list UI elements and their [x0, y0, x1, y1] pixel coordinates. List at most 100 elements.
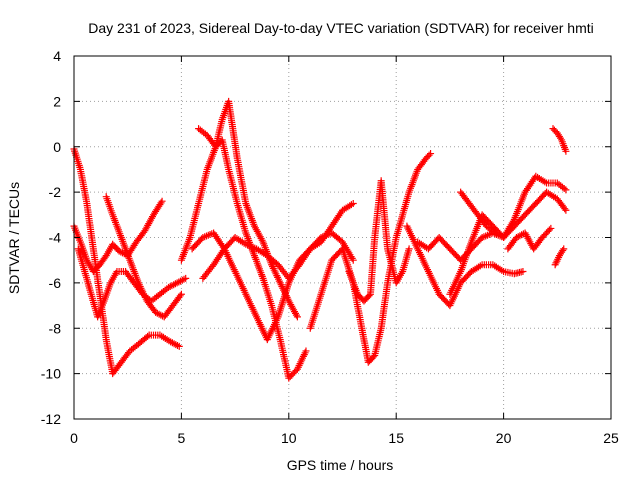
- x-tick-label: 15: [388, 430, 404, 446]
- marker-trail: [219, 138, 232, 171]
- marker-trail: [170, 292, 184, 308]
- marker-trail: [275, 281, 292, 319]
- data-point: [519, 268, 527, 276]
- series-track-9: [306, 150, 435, 366]
- marker-trail: [128, 342, 141, 354]
- data-points: [70, 97, 570, 382]
- tick-labels: 0 5 10 15 20 25 -12 -10 -8 -6 -4 -2 0 2 4: [41, 48, 619, 446]
- marker-trail: [195, 168, 211, 205]
- marker-trail: [531, 235, 545, 251]
- marker-trail: [77, 240, 90, 262]
- data-point: [210, 261, 218, 269]
- marker-trail: [458, 190, 472, 206]
- marker-trail: [340, 201, 355, 213]
- marker-trail: [406, 167, 421, 194]
- marker-trail: [393, 213, 406, 239]
- marker-trail: [115, 268, 127, 275]
- data-point: [562, 186, 570, 194]
- x-tick-label: 5: [178, 430, 186, 446]
- series-track-14: [457, 188, 499, 237]
- marker-trail: [211, 247, 227, 267]
- marker-trail: [158, 285, 171, 297]
- marker-trail: [555, 180, 568, 192]
- marker-trail: [110, 360, 124, 376]
- marker-trail: [201, 230, 216, 241]
- y-tick-label: -6: [49, 275, 62, 291]
- marker-trail: [243, 201, 258, 228]
- x-tick-label: 0: [70, 430, 78, 446]
- axis-ticks: [73, 55, 612, 420]
- marker-trail: [286, 367, 300, 381]
- x-axis-label: GPS time / hours: [287, 457, 394, 473]
- data-point: [296, 261, 304, 269]
- marker-trail: [190, 235, 205, 251]
- marker-trail: [511, 190, 528, 221]
- marker-trail: [534, 173, 549, 186]
- marker-trail: [361, 292, 373, 304]
- marker-trail: [286, 299, 300, 319]
- marker-trail: [424, 151, 433, 161]
- marker-trail: [294, 349, 309, 371]
- marker-trail: [243, 292, 260, 319]
- marker-trail: [555, 197, 569, 213]
- y-tick-label: -2: [49, 184, 62, 200]
- marker-trail: [187, 202, 202, 239]
- marker-trail: [399, 247, 412, 273]
- chart-title: Day 231 of 2023, Sidereal Day-to-day VTE…: [88, 20, 594, 36]
- marker-trail: [491, 262, 506, 274]
- marker-trail: [399, 190, 412, 217]
- marker-trail: [77, 168, 90, 205]
- marker-trail: [329, 208, 345, 228]
- series-track-11: [403, 222, 527, 310]
- marker-trail: [415, 156, 429, 172]
- x-tick-label: 25: [603, 430, 619, 446]
- marker-trail: [233, 235, 248, 247]
- data-point: [302, 347, 310, 355]
- marker-trail: [71, 147, 84, 171]
- marker-trail: [346, 269, 361, 296]
- marker-trail: [101, 281, 114, 303]
- data-point: [158, 197, 166, 205]
- x-tick-label: 20: [496, 430, 512, 446]
- marker-trail: [109, 213, 124, 240]
- marker-trail: [447, 281, 464, 308]
- marker-trail: [447, 269, 464, 296]
- marker-trail: [119, 349, 133, 365]
- marker-trail: [149, 292, 162, 304]
- y-axis-label: SDTVAR / TECUs: [6, 182, 22, 294]
- y-tick-label: -12: [41, 411, 61, 427]
- marker-trail: [377, 179, 391, 251]
- marker-trail: [457, 240, 475, 274]
- marker-trail: [415, 247, 431, 274]
- data-point: [293, 313, 301, 321]
- marker-trail: [277, 338, 292, 380]
- marker-trail: [81, 270, 95, 296]
- marker-trail: [318, 258, 335, 296]
- marker-trail: [225, 100, 241, 160]
- marker-trail: [135, 281, 150, 303]
- series-track-5: [177, 136, 310, 382]
- marker-trail: [108, 269, 120, 285]
- data-point: [491, 229, 499, 237]
- y-tick-label: 0: [53, 139, 61, 155]
- marker-trail: [234, 156, 249, 205]
- marker-trail: [286, 262, 302, 281]
- marker-trail: [522, 201, 538, 217]
- marker-trail: [264, 315, 281, 342]
- marker-trail: [366, 353, 377, 365]
- marker-trail: [340, 240, 356, 262]
- marker-trail: [540, 226, 553, 240]
- marker-trail: [134, 228, 148, 244]
- marker-trail: [554, 131, 564, 142]
- data-point: [182, 274, 190, 282]
- marker-trail: [514, 230, 527, 241]
- marker-trail: [151, 199, 165, 217]
- series-track-6: [195, 97, 301, 321]
- marker-trail: [505, 235, 519, 251]
- marker-trail: [144, 299, 158, 315]
- data-point: [562, 206, 570, 214]
- marker-trail: [161, 303, 176, 319]
- marker-trail: [136, 332, 152, 347]
- marker-trail: [297, 247, 313, 267]
- marker-trail: [127, 258, 142, 285]
